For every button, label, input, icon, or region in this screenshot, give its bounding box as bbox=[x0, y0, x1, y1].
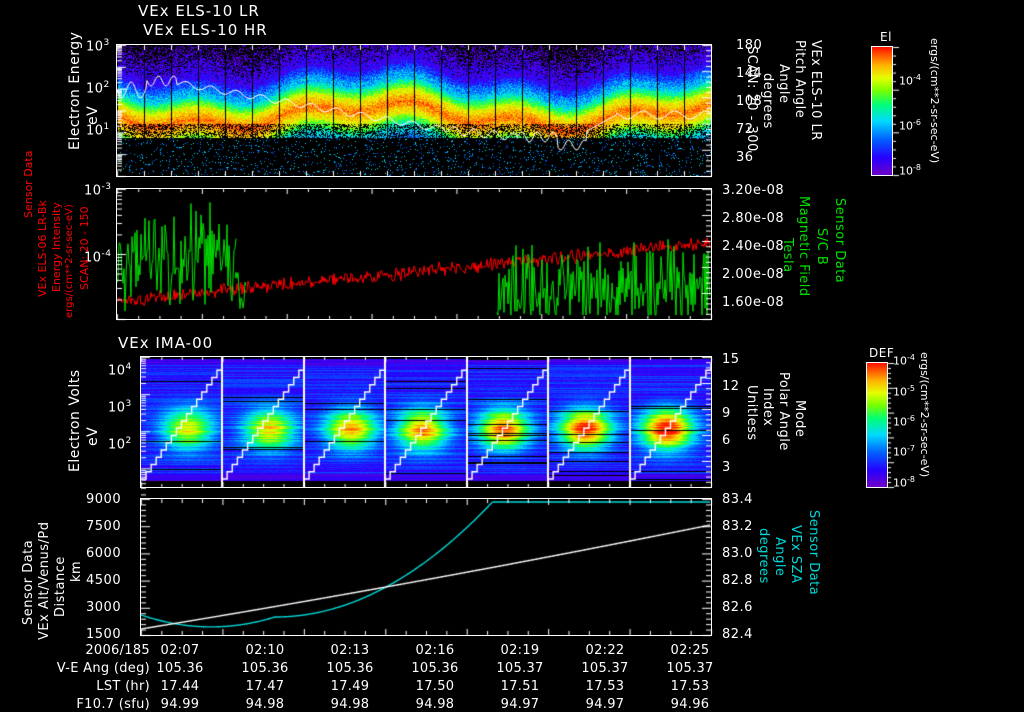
plot-window: VEx ELS-10 LR VEx ELS-10 HR Electron Ene… bbox=[0, 0, 1024, 712]
